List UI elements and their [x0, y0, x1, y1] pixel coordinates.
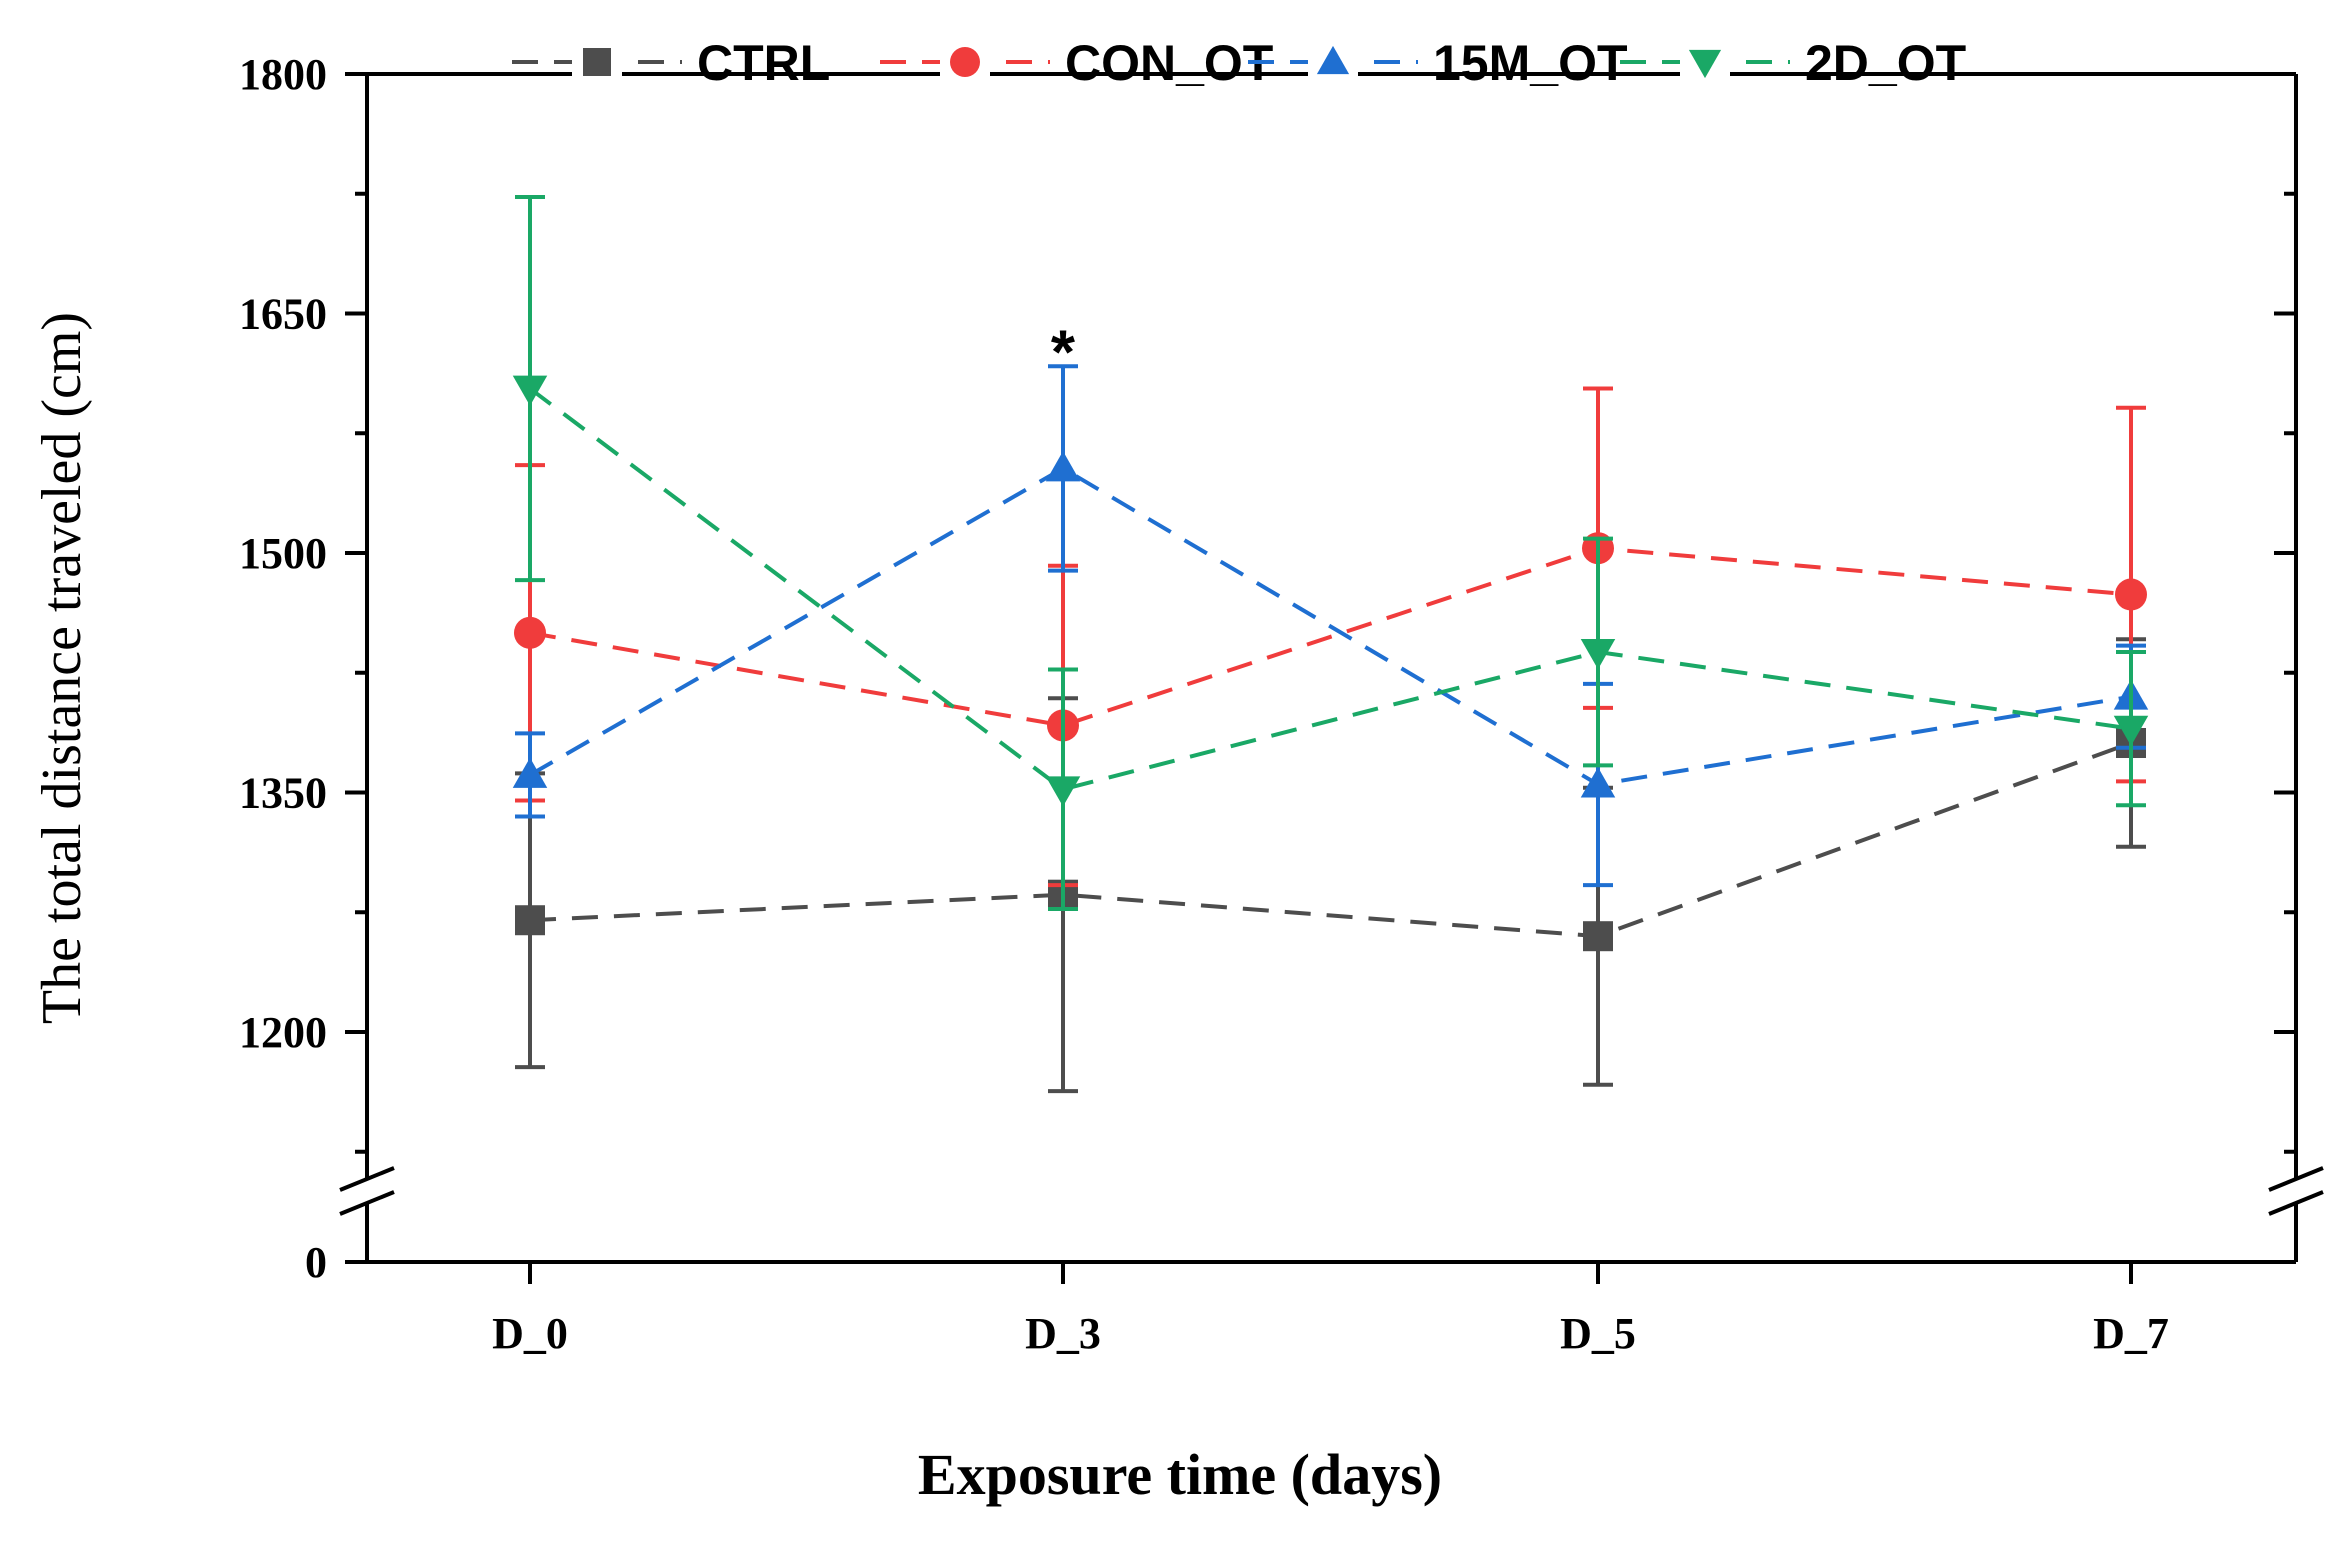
legend-label: CON_OT [1065, 35, 1273, 91]
plot-frame [339, 72, 2324, 1264]
y-tick-label: 0 [305, 1238, 327, 1287]
y-tick-label: 1350 [239, 769, 327, 818]
annotation-layer: * [1051, 318, 1076, 387]
legend-item: CON_OT [880, 35, 1273, 91]
x-tick-label: D_0 [492, 1309, 568, 1358]
y-tick-label: 1200 [239, 1008, 327, 1057]
legend-marker [1688, 49, 1722, 79]
y-tick-label: 1500 [239, 529, 327, 578]
significance-marker: * [1051, 318, 1076, 387]
series-ctrl [515, 637, 2146, 1094]
data-point [514, 616, 546, 649]
legend-label: 15M_OT [1433, 35, 1628, 91]
data-point [1580, 767, 1616, 798]
data-point [1580, 639, 1616, 670]
data-point [2115, 578, 2147, 611]
legend: CTRL CON_OT 15M_OT 2D_OT [512, 35, 1966, 91]
legend-marker [583, 48, 611, 76]
data-point [2113, 715, 2149, 746]
axis-break-mark [339, 1166, 395, 1192]
x-tick-label: D_5 [1560, 1309, 1636, 1358]
axis-break-mark [2268, 1190, 2324, 1216]
legend-marker [950, 47, 980, 77]
data-point [1583, 921, 1613, 952]
series-15m-ot [512, 364, 2149, 888]
y-tick-label: 1800 [239, 50, 327, 99]
series-line [529, 741, 2132, 939]
series-layer [512, 194, 2149, 1094]
legend-label: 2D_OT [1805, 35, 1966, 91]
data-point [515, 905, 545, 936]
series-line [529, 466, 2132, 787]
data-point [512, 757, 548, 788]
series-con-ot [514, 386, 2147, 888]
axis-break-mark [339, 1190, 395, 1216]
y-tick-label: 1650 [239, 290, 327, 339]
axis-break-mark [2268, 1166, 2324, 1192]
x-axis-title: Exposure time (days) [918, 1442, 1442, 1507]
legend-label: CTRL [697, 35, 830, 91]
data-point [1045, 776, 1081, 807]
y-axis-ticks: 0 1200 1350 1500 1650 1800 [239, 50, 2296, 1287]
x-axis-ticks: D_0 D_3 D_5 D_7 [492, 1262, 2169, 1358]
x-tick-label: D_7 [2093, 1309, 2169, 1358]
series-line [528, 386, 2132, 792]
y-axis-title: The total distance traveled (cm) [31, 312, 93, 1024]
series-2d-ot [512, 194, 2149, 912]
data-point [1045, 451, 1081, 482]
legend-item: CTRL [512, 35, 830, 91]
x-tick-label: D_3 [1025, 1309, 1101, 1358]
data-point [512, 375, 548, 406]
legend-marker [1316, 45, 1350, 75]
legend-item: 15M_OT [1248, 35, 1628, 91]
legend-item: 2D_OT [1620, 35, 1966, 91]
series-line [529, 546, 2132, 728]
